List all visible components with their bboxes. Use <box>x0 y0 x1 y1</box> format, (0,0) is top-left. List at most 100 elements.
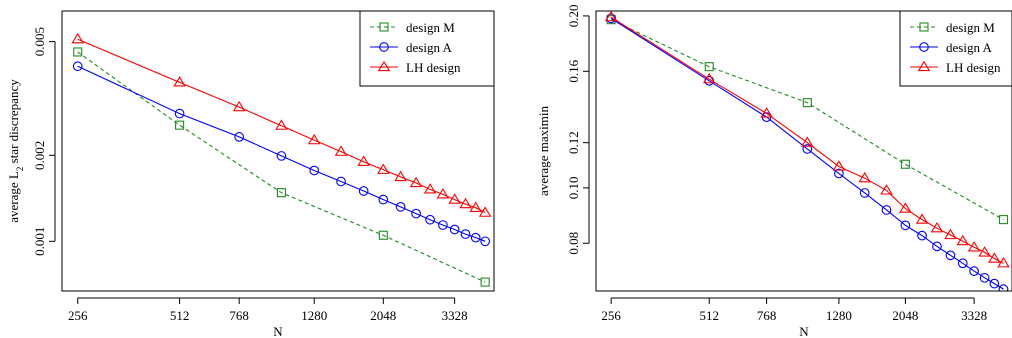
data-point <box>276 188 286 198</box>
x-axis-label: N <box>273 324 283 338</box>
data-point <box>175 120 185 130</box>
data-point <box>336 176 346 187</box>
x-tick-label: 512 <box>170 308 190 323</box>
legend-label: design A <box>406 40 452 55</box>
data-point <box>859 188 870 198</box>
data-point <box>425 214 435 225</box>
legend-marker <box>919 42 929 52</box>
x-tick-label: 256 <box>68 308 88 323</box>
y-tick-label: 0.10 <box>566 177 581 200</box>
chart-maximin: 256 512 768 1280 2048 3328N0.080.100.120.160.… <box>536 5 1012 338</box>
y-axis: 0.08 0.10 0.12 0.16 0.20 average maximin <box>536 5 590 255</box>
x-tick-label: 768 <box>757 308 777 323</box>
series-group <box>71 32 492 287</box>
data-point <box>881 205 892 215</box>
data-point <box>957 258 968 269</box>
data-point <box>72 61 83 72</box>
data-point <box>395 202 406 212</box>
data-point <box>967 241 981 252</box>
series-group <box>604 11 1010 291</box>
x-axis: 256 512 768 1280 2048 3328 N <box>68 297 468 338</box>
data-point <box>915 213 929 224</box>
legend-box <box>899 10 1012 87</box>
data-point <box>900 159 910 169</box>
data-point <box>834 168 844 179</box>
data-point <box>309 165 320 176</box>
data-point <box>930 221 944 233</box>
legend-label: LH design <box>946 60 1001 75</box>
x-tick-label: 256 <box>601 308 621 323</box>
plot-frame <box>595 10 1012 292</box>
legend-marker <box>919 22 929 32</box>
data-point <box>470 232 481 243</box>
legend-item: design M <box>910 20 995 35</box>
data-point <box>276 151 287 161</box>
y-tick-label: 0.12 <box>566 131 581 154</box>
data-point <box>234 132 245 142</box>
data-point <box>394 170 407 182</box>
data-point <box>423 183 437 194</box>
legend-item: LH design <box>370 60 461 75</box>
data-point <box>459 197 472 209</box>
x-tick-label: 3328 <box>961 308 987 323</box>
y-tick-label: 0.001 <box>32 227 47 256</box>
y-axis-label-part: average L <box>6 171 21 223</box>
legend-marker <box>379 42 389 52</box>
series-line <box>77 65 486 242</box>
data-point <box>173 76 186 87</box>
data-point <box>802 98 812 108</box>
data-point <box>956 234 970 246</box>
data-point <box>377 163 390 174</box>
series-line <box>77 51 486 283</box>
data-point <box>932 241 942 252</box>
y-axis-label-part: star discrepancy <box>6 79 21 167</box>
y-tick-label: 0.005 <box>32 27 47 56</box>
data-point <box>480 236 491 247</box>
series-line <box>610 17 1004 290</box>
data-point <box>275 119 288 130</box>
y-tick-label: 0.20 <box>566 5 581 28</box>
series-line <box>77 38 486 214</box>
y-axis-label: average maximin <box>536 106 551 196</box>
x-tick-label: 2048 <box>892 308 918 323</box>
data-point <box>998 215 1009 225</box>
y-axis-label: average L2 star discrepancy <box>6 79 25 223</box>
data-point <box>945 250 956 261</box>
x-tick-label: 1280 <box>826 308 852 323</box>
data-point <box>832 160 846 171</box>
data-point <box>71 32 85 44</box>
data-point <box>858 171 871 183</box>
data-point <box>802 144 813 154</box>
data-point <box>449 224 460 235</box>
data-point <box>480 277 490 287</box>
x-tick-label: 3328 <box>442 308 468 323</box>
x-axis-label: N <box>799 324 809 338</box>
y-axis-label-subscript: 2 <box>15 167 25 172</box>
legend-label: design A <box>946 40 992 55</box>
data-point <box>998 284 1009 291</box>
data-point <box>988 252 1001 263</box>
y-tick-label: 0.16 <box>566 59 581 82</box>
data-point <box>702 72 716 84</box>
legend-item: design M <box>370 20 455 35</box>
legend-label: design M <box>406 20 455 35</box>
data-point <box>232 100 246 112</box>
data-point <box>604 11 618 22</box>
data-point <box>378 194 389 205</box>
legend-marker <box>917 60 931 72</box>
chart-l2-star-discrepancy: 256 512 768 1280 2048 3328 N 0.001 0.002 0.005 ave… <box>6 10 495 338</box>
legend: design M design A LH design <box>359 10 495 87</box>
data-point <box>478 206 492 217</box>
legend-label: design M <box>946 20 995 35</box>
data-point <box>469 201 482 212</box>
data-point <box>334 145 348 156</box>
x-tick-label: 512 <box>699 308 719 323</box>
legend-item: design A <box>370 40 452 55</box>
data-point <box>174 108 185 119</box>
data-point <box>900 220 911 231</box>
plot-frame <box>61 10 495 292</box>
data-point <box>358 186 369 196</box>
legend: design M design A LH design <box>899 10 1012 87</box>
data-point <box>760 107 773 118</box>
